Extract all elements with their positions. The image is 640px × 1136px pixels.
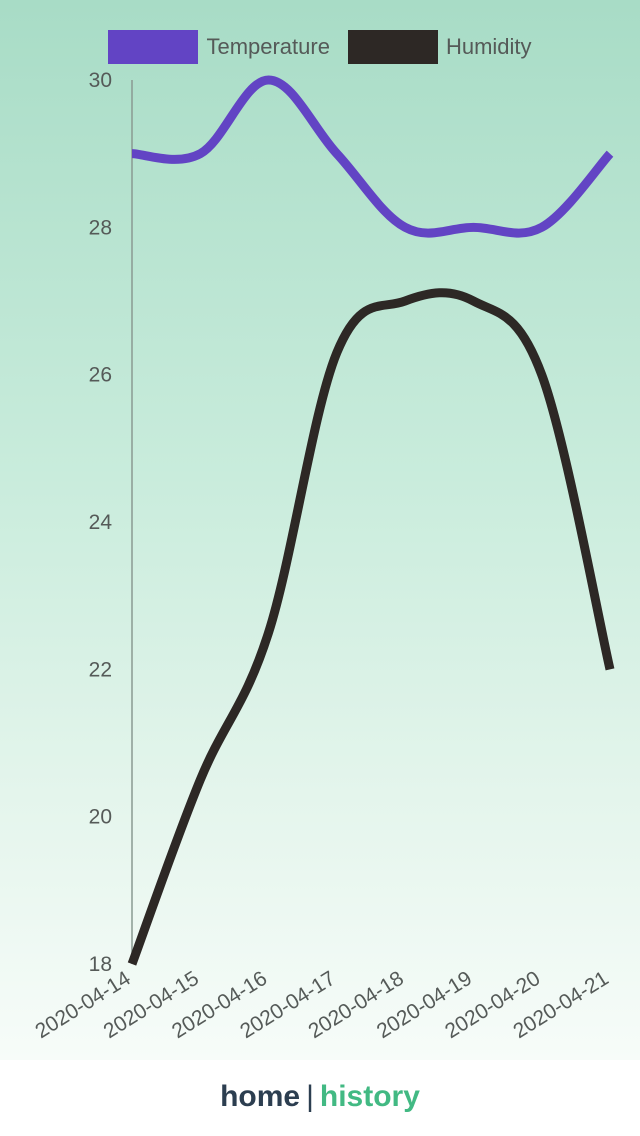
- legend-label-humidity: Humidity: [445, 34, 532, 59]
- y-tick-label: 26: [89, 364, 112, 387]
- nav-history-link[interactable]: history: [319, 1080, 420, 1113]
- x-axis-ticks: 2020-04-142020-04-152020-04-162020-04-17…: [31, 967, 612, 1044]
- legend: Temperature Humidity: [0, 30, 640, 64]
- series-line-temperature: [131, 75, 614, 238]
- bottom-nav: home | history: [0, 1080, 640, 1114]
- y-tick-label: 24: [89, 511, 113, 534]
- legend-label-temperature: Temperature: [206, 34, 330, 59]
- chart-area: 18 20 22 24 26 28 30 2020-04-14 2020-04-15 2020-…: [0, 0, 640, 1060]
- legend-item-humidity[interactable]: Humidity: [347, 30, 532, 64]
- series-line-humidity: [127, 288, 615, 966]
- legend-swatch-temperature: [108, 30, 199, 64]
- legend-item-temperature[interactable]: Temperature: [108, 30, 330, 64]
- series-lines: [127, 75, 615, 966]
- nav-home-link[interactable]: home: [220, 1080, 301, 1113]
- y-axis-ticks: 18 20 22 24 26 28 30: [89, 69, 113, 976]
- y-tick-label: 30: [89, 69, 112, 92]
- y-tick-label: 28: [89, 216, 112, 239]
- y-tick-label: 20: [89, 806, 112, 829]
- legend-swatch-humidity: [347, 30, 438, 64]
- line-chart: 18 20 22 24 26 28 30 2020-04-142020-04-152020-…: [31, 69, 615, 1044]
- nav-separator: |: [306, 1080, 314, 1113]
- y-tick-label: 22: [89, 658, 112, 681]
- y-tick-label: 18: [89, 953, 112, 976]
